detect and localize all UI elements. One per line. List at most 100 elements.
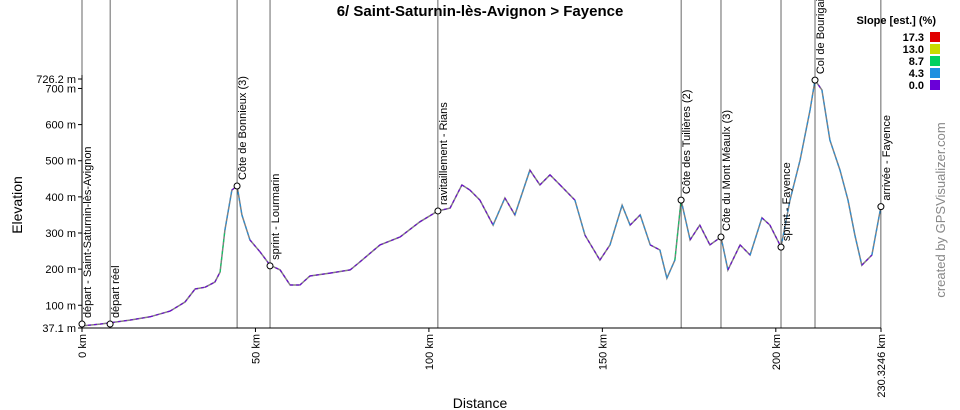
waypoint-marker	[717, 233, 725, 241]
y-tick-label: 726.2 m	[36, 74, 76, 86]
waypoint-marker	[777, 243, 785, 251]
slope-segment	[769, 224, 782, 248]
slope-segment	[749, 217, 763, 256]
chart-title: 6/ Saint-Saturnin-lès-Avignon > Fayence	[337, 3, 624, 20]
slope-segment	[529, 169, 541, 186]
slope-segment	[224, 189, 233, 231]
slope-segment	[727, 244, 741, 271]
x-tick-label: 100 km	[424, 334, 436, 370]
x-tick-label: 0 km	[77, 334, 89, 358]
waypoint-marker	[266, 262, 274, 270]
waypoint-marker	[811, 76, 819, 84]
slope-segment	[204, 281, 216, 288]
y-tick-label: 200 m	[45, 264, 76, 276]
slope-segment	[761, 217, 771, 226]
slope-segment	[789, 159, 801, 201]
waypoint-label: Col de Bourigaille	[815, 0, 827, 74]
waypoint-label: Côte de Bonnieux (3)	[237, 76, 249, 180]
x-tick-label: 200 km	[771, 334, 783, 370]
legend-swatch	[930, 32, 940, 42]
slope-segment	[839, 169, 849, 201]
y-tick-label: 37.1 m	[42, 323, 76, 335]
slope-segment	[299, 275, 311, 286]
slope-segment	[539, 174, 551, 186]
legend-label: 17.3	[903, 32, 924, 44]
slope-segment	[184, 288, 196, 303]
waypoint-marker	[78, 320, 86, 328]
waypoint-label: sprint - Lourmarin	[270, 174, 282, 260]
slope-segment	[780, 200, 791, 248]
slope-segment	[479, 199, 494, 226]
slope-segment	[449, 184, 463, 209]
slope-segment	[584, 234, 601, 261]
slope-segment	[461, 184, 471, 191]
slope-segment	[214, 271, 221, 283]
waypoint-label: Côte des Tuilières (2)	[681, 90, 693, 195]
legend-label: 13.0	[903, 44, 924, 56]
y-tick-label: 600 m	[45, 120, 76, 132]
waypoint-marker	[877, 203, 885, 211]
slope-segment	[574, 199, 586, 236]
slope-segment	[854, 235, 863, 266]
slope-segment	[609, 205, 623, 246]
slope-segment	[821, 89, 831, 141]
slope-segment	[236, 185, 243, 216]
legend-label: 4.3	[909, 68, 924, 80]
y-axis-title: Elevation	[9, 176, 25, 234]
y-tick-label: 500 m	[45, 156, 76, 168]
slope-segment	[649, 244, 661, 251]
slope-segment	[709, 236, 722, 246]
slope-segment	[799, 109, 811, 161]
slope-segment	[809, 80, 816, 110]
slope-segment	[241, 214, 251, 241]
legend-label: 8.7	[909, 56, 924, 68]
x-axis-title: Distance	[453, 395, 508, 410]
slope-segment	[829, 139, 841, 171]
y-tick-label: 700 m	[45, 83, 76, 95]
slope-segment	[674, 200, 682, 261]
slope-segment	[739, 244, 751, 256]
slope-segment	[349, 261, 361, 271]
slope-segment	[492, 197, 506, 226]
legend-title: Slope [est.] (%)	[857, 15, 937, 27]
waypoint-label: ravitaillement - Rians	[438, 102, 450, 205]
slope-segment	[659, 249, 668, 279]
slope-segment	[359, 244, 381, 263]
slope-segment	[639, 214, 651, 246]
slope-segment	[169, 301, 186, 312]
y-tick-label: 100 m	[45, 300, 76, 312]
slope-segment	[680, 199, 691, 241]
x-tick-label: 230.3246 km	[876, 334, 888, 398]
legend-swatch	[930, 56, 940, 66]
elevation-line	[81, 78, 882, 327]
slope-segment	[231, 185, 238, 191]
slope-segment	[379, 236, 401, 246]
x-tick-label: 50 km	[250, 334, 262, 364]
slope-segment	[629, 214, 641, 226]
credit: created by GPSVisualizer.com	[933, 122, 948, 297]
slope-segment	[861, 254, 873, 266]
legend-label: 0.0	[909, 80, 924, 92]
slope-segment	[399, 221, 421, 238]
y-tick-label: 400 m	[45, 192, 76, 204]
waypoint-marker	[434, 207, 442, 215]
slope-segment	[469, 189, 481, 201]
slope-segment	[689, 224, 701, 241]
legend-swatch	[930, 44, 940, 54]
x-tick-label: 150 km	[597, 334, 609, 370]
slope-segment	[871, 206, 882, 256]
slope-segment	[549, 174, 561, 186]
waypoint-label: départ - Saint-Saturnin-lès-Avignon	[82, 146, 94, 318]
waypoint-label: Côte du Mont Méaulx (3)	[721, 110, 733, 231]
waypoint-marker	[677, 196, 685, 204]
slope-segment	[249, 239, 261, 253]
slope-segment	[699, 224, 711, 246]
slope-segment	[514, 169, 531, 216]
waypoint-label: sprint - Fayence	[781, 162, 793, 241]
waypoint-label: départ réel	[110, 265, 122, 318]
slope-segment	[219, 230, 226, 273]
slope-segment	[99, 319, 130, 325]
slope-segment	[194, 286, 206, 290]
waypoint-marker	[106, 320, 114, 328]
